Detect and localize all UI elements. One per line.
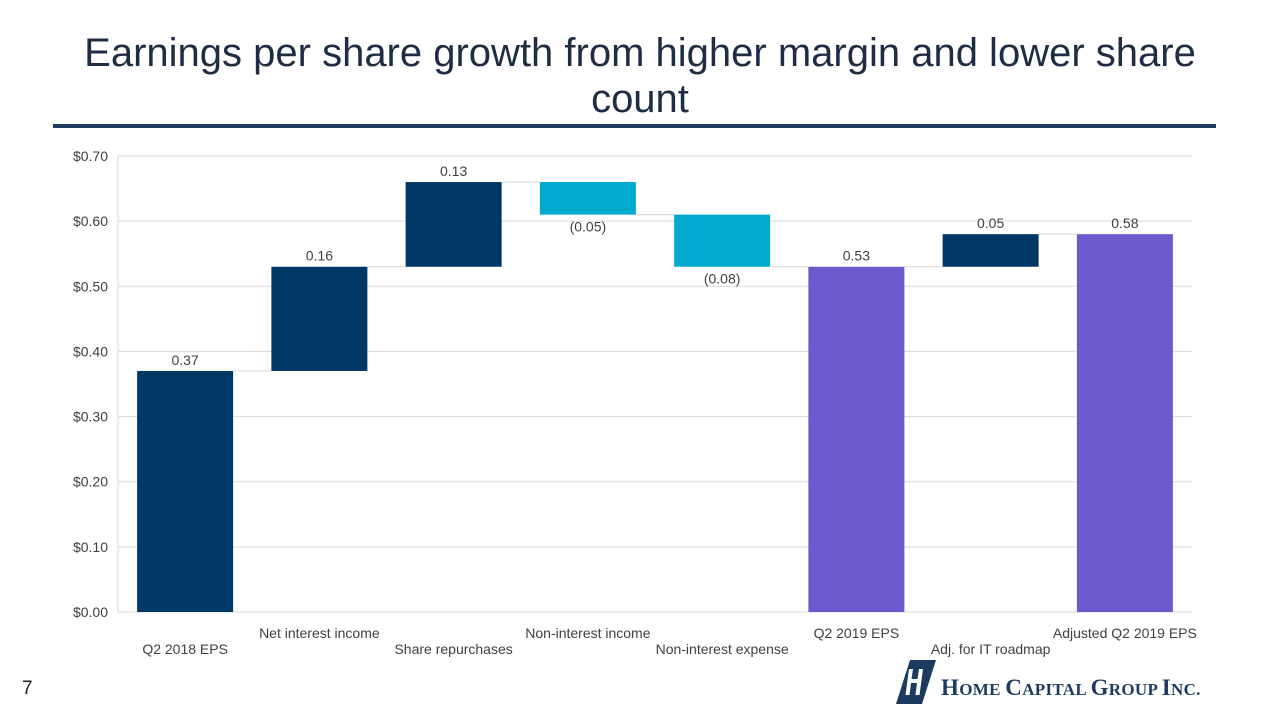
x-category-label: Non-interest expense [656, 641, 789, 657]
waterfall-bar [539, 182, 636, 215]
waterfall-bar [1076, 234, 1173, 612]
waterfall-bar [405, 182, 502, 267]
data-label: 0.53 [843, 248, 870, 264]
waterfall-bar [271, 266, 368, 371]
y-tick-label: $0.10 [73, 539, 108, 555]
company-logo: HOME CAPITAL GROUP INC. [896, 660, 1226, 706]
waterfall-bar [137, 370, 234, 612]
y-tick-label: $0.40 [73, 343, 108, 359]
page-title: Earnings per share growth from higher ma… [84, 31, 1196, 121]
data-label: 0.16 [306, 248, 333, 264]
logo-wordmark: HOME CAPITAL GROUP INC. [941, 675, 1201, 700]
data-label: (0.05) [570, 219, 607, 235]
x-category-label: Adjusted Q2 2019 EPS [1053, 625, 1197, 641]
x-category-label: Share repurchases [394, 641, 512, 657]
y-tick-label: $0.60 [73, 213, 108, 229]
x-category-label: Q2 2018 EPS [142, 641, 228, 657]
title-divider [53, 124, 1216, 128]
y-tick-label: $0.70 [73, 148, 108, 164]
data-label: 0.13 [440, 163, 467, 179]
logo-mark-icon [896, 660, 936, 704]
waterfall-bar [808, 266, 905, 612]
x-category-label: Adj. for IT roadmap [931, 641, 1051, 657]
x-category-label: Q2 2019 EPS [814, 625, 900, 641]
data-label: 0.58 [1111, 215, 1138, 231]
data-label: 0.37 [172, 352, 199, 368]
x-category-label: Net interest income [259, 625, 380, 641]
waterfall-bar [942, 234, 1039, 267]
waterfall-bar [674, 214, 771, 267]
data-label: (0.08) [704, 271, 741, 287]
y-tick-label: $0.50 [73, 278, 108, 294]
y-tick-label: $0.30 [73, 409, 108, 425]
y-tick-label: $0.20 [73, 474, 108, 490]
page-number: 7 [22, 678, 33, 699]
x-category-label: Non-interest income [525, 625, 650, 641]
y-tick-label: $0.00 [73, 604, 108, 620]
data-label: 0.05 [977, 215, 1004, 231]
